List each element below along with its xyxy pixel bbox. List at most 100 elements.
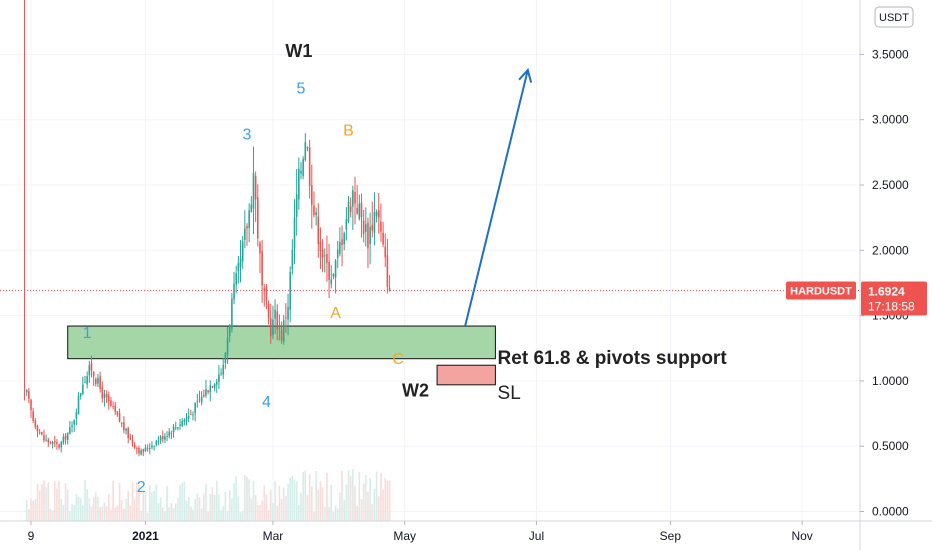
candle-body <box>56 442 58 444</box>
candle-body <box>97 377 99 384</box>
volume-bar <box>382 489 384 521</box>
candle-body <box>213 383 216 389</box>
projection-arrow-head <box>518 68 533 83</box>
candle-body <box>367 222 369 249</box>
candle-body <box>215 381 218 385</box>
volume-bar <box>248 478 250 521</box>
volume-bar <box>295 481 298 521</box>
volume-bar <box>311 486 313 521</box>
annotation-label[interactable]: 3 <box>243 126 252 143</box>
candle-body <box>358 203 361 220</box>
currency-button-label[interactable]: USDT <box>879 12 909 24</box>
volume-bar <box>285 495 287 521</box>
candle-body <box>386 255 389 287</box>
volume-bar <box>287 483 289 521</box>
annotation-label[interactable]: 2 <box>137 479 146 496</box>
candle-body <box>321 250 324 258</box>
x-tick-label: Jul <box>529 529 544 543</box>
candle-body <box>315 212 317 216</box>
annotation-label[interactable]: C <box>392 351 404 368</box>
candle-body <box>203 394 205 397</box>
volume-bar <box>99 506 101 521</box>
candle-body <box>352 190 354 207</box>
candle-body <box>146 448 149 450</box>
annotation-label[interactable]: B <box>343 122 354 139</box>
volume-bar <box>386 480 389 521</box>
volume-bar <box>174 503 177 521</box>
volume-bar <box>254 495 257 521</box>
volume-bar <box>49 508 52 521</box>
candle-body <box>235 273 237 285</box>
volume-bar <box>146 512 149 521</box>
last-price-tag <box>861 281 927 316</box>
candle-body <box>41 432 43 435</box>
volume-bar <box>138 484 140 521</box>
candle-body <box>209 385 212 393</box>
candle-body <box>246 225 248 229</box>
volume-bar <box>293 479 296 521</box>
volume-bar <box>233 483 235 521</box>
x-tick-label: Nov <box>791 529 812 543</box>
candle-body <box>181 421 183 427</box>
candle-body <box>190 414 192 416</box>
volume-bar <box>179 484 181 521</box>
volume-bar <box>384 477 387 521</box>
volume-bar <box>289 477 291 521</box>
candle-body <box>259 242 261 254</box>
volume-bar <box>88 498 91 521</box>
volume-bar <box>377 496 380 521</box>
annotation-label[interactable]: Ret 61.8 & pivots support <box>498 348 728 369</box>
x-tick-label: May <box>393 529 416 543</box>
candle-body <box>73 420 75 425</box>
candle-body <box>382 232 384 245</box>
candle-body <box>328 262 330 280</box>
candle-body <box>287 306 289 320</box>
x-tick-label: Sep <box>660 529 682 543</box>
annotation-label[interactable]: 5 <box>297 81 306 98</box>
annotation-label[interactable]: W2 <box>402 381 429 401</box>
symbol-tag-label: HARDUSDT <box>790 285 852 297</box>
candle-body <box>265 286 268 301</box>
candle-body <box>218 374 220 382</box>
candle-body <box>313 205 315 216</box>
candle-body <box>282 320 285 342</box>
volume-bar <box>265 494 268 521</box>
annotation-label[interactable]: 4 <box>262 394 271 411</box>
annotation-label[interactable]: SL <box>498 383 521 404</box>
candle-body <box>300 170 302 174</box>
volume-bar <box>161 507 164 521</box>
volume-bar <box>181 482 183 521</box>
candle-body <box>231 298 233 329</box>
volume-bar <box>224 491 227 521</box>
candle-body <box>131 439 134 444</box>
annotation-label[interactable]: W1 <box>285 41 312 61</box>
candle-body <box>339 242 341 254</box>
x-tick-label: 9 <box>28 529 35 543</box>
candle-body <box>192 414 194 416</box>
candle-body <box>263 288 266 291</box>
volume-bar <box>60 499 63 521</box>
volume-bar <box>157 503 160 521</box>
volume-bar <box>371 504 374 521</box>
currency-button[interactable] <box>874 6 914 28</box>
candle-body <box>380 221 382 232</box>
volume-bar <box>330 484 333 521</box>
y-tick-label: 0.5000 <box>872 439 909 453</box>
projection-arrow <box>464 68 533 327</box>
y-tick-label: 0.0000 <box>872 505 909 519</box>
candle-body <box>138 447 140 454</box>
annotation-label[interactable]: A <box>330 305 341 322</box>
zones <box>67 325 496 386</box>
annotation-label[interactable]: 1 <box>83 325 92 342</box>
stop-loss-zone[interactable] <box>436 364 496 386</box>
volume-bar <box>298 505 300 521</box>
volume-bar <box>300 492 302 521</box>
projection-arrow-line[interactable] <box>464 69 529 327</box>
volume-bar <box>257 505 259 521</box>
candle-body <box>311 185 313 206</box>
volume-bar <box>64 483 67 521</box>
candle-body <box>71 425 73 427</box>
candle-body <box>220 373 222 374</box>
